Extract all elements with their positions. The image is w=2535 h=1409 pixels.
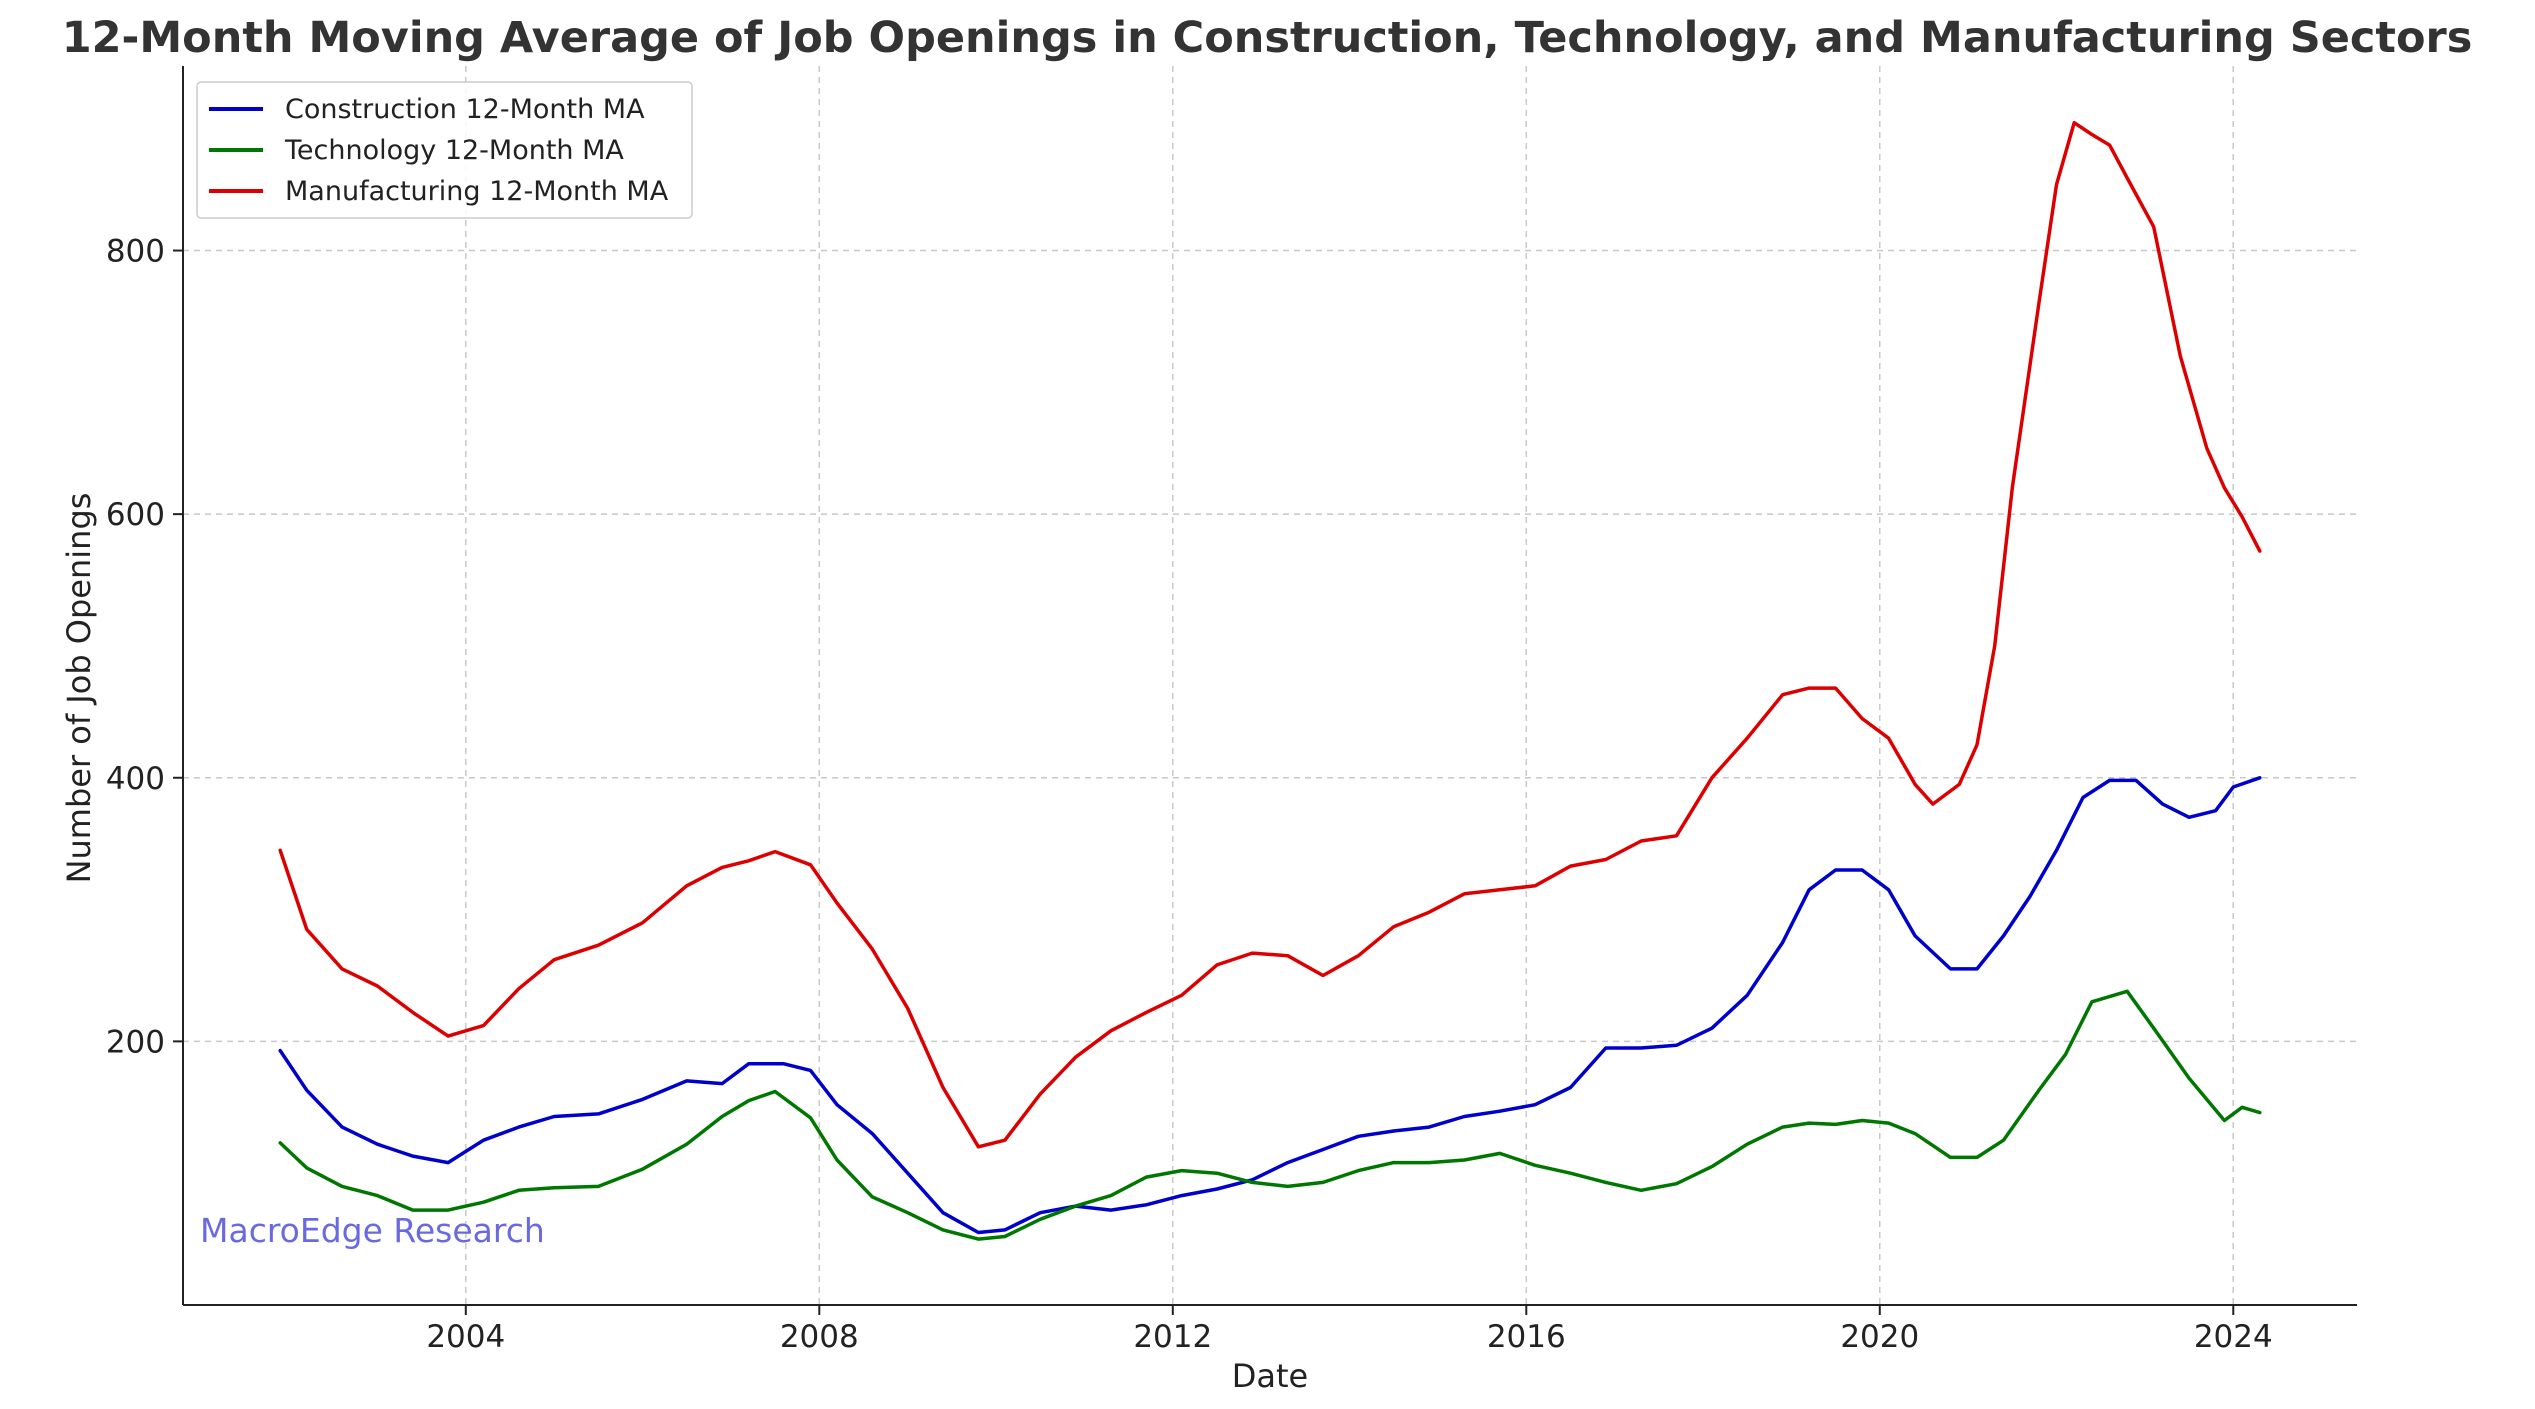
y-tick-label: 400 xyxy=(106,761,165,797)
x-tick-label: 2012 xyxy=(1133,1319,1212,1355)
watermark: MacroEdge Research xyxy=(200,1211,545,1250)
series-line-2 xyxy=(278,120,2262,1149)
y-tick-label: 800 xyxy=(106,234,165,270)
y-tick-label: 600 xyxy=(106,497,165,533)
legend-box xyxy=(196,81,693,219)
x-tick-label: 2004 xyxy=(426,1319,505,1355)
series-lines xyxy=(278,120,2262,1241)
x-tick-label: 2008 xyxy=(780,1319,859,1355)
y-axis-label: Number of Job Openings xyxy=(60,493,98,884)
x-tick-label: 2016 xyxy=(1487,1319,1566,1355)
legend-label: Technology 12-Month MA xyxy=(284,135,624,166)
x-axis-label: Date xyxy=(1232,1357,1308,1395)
axes xyxy=(182,66,2357,1306)
x-tick-label: 2020 xyxy=(1840,1319,1919,1355)
grid-lines xyxy=(183,66,2357,1305)
legend-label: Manufacturing 12-Month MA xyxy=(285,176,669,207)
legend: Construction 12-Month MA Technology 12-Mo… xyxy=(196,81,693,219)
chart-title: 12-Month Moving Average of Job Openings … xyxy=(62,13,2473,63)
series-line-1 xyxy=(278,989,2262,1241)
y-axis-ticks: 200 400 600 800 xyxy=(106,234,183,1060)
series-line-0 xyxy=(278,776,2262,1235)
legend-label: Construction 12-Month MA xyxy=(285,94,645,125)
x-tick-label: 2024 xyxy=(2194,1319,2273,1355)
x-axis-ticks: 2004 2008 2012 2016 2020 2024 xyxy=(426,1305,2273,1355)
y-tick-label: 200 xyxy=(106,1024,165,1060)
